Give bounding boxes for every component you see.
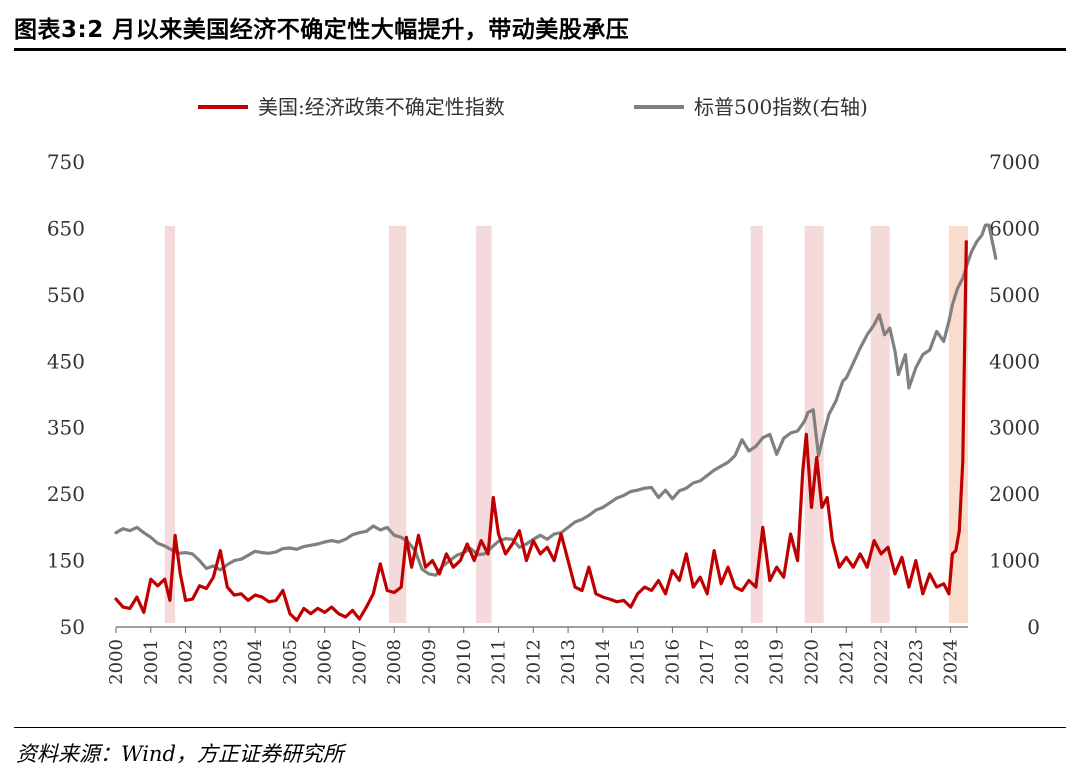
source-note: 资料来源：Wind，方正证券研究所: [16, 742, 344, 766]
x-tick-label: 2016: [662, 639, 683, 685]
y-right-tick-label: 5000: [989, 283, 1040, 307]
x-tick-label: 2004: [245, 639, 266, 685]
x-tick-label: 2018: [732, 639, 753, 685]
shaded-period: [475, 226, 492, 623]
y-left-tick-label: 50: [60, 615, 85, 639]
axes: 50 150 250 350 450 550 650 750 0 1000 2000 3000 4000…: [47, 150, 1040, 685]
legend-label-epu: 美国:经济政策不确定性指数: [258, 95, 505, 119]
x-tick-label: 2010: [454, 639, 475, 685]
shaded-period: [750, 226, 763, 623]
x-tick-label: 2022: [871, 639, 892, 685]
y-left-tick-label: 550: [47, 283, 85, 307]
y-left-tick-label: 250: [47, 482, 85, 506]
y-right-tick-label: 2000: [989, 482, 1040, 506]
y-left-tick-label: 750: [47, 150, 85, 174]
y-right-tick-label: 0: [1027, 615, 1040, 639]
shaded-periods: [164, 226, 968, 623]
x-tick-label: 2012: [523, 639, 544, 685]
shaded-period: [164, 226, 176, 623]
series-line-epu: [114, 240, 968, 623]
x-tick-label: 2009: [419, 639, 440, 685]
legend-label-sp500: 标普500指数(右轴): [694, 95, 868, 119]
y-right-tick-label: 7000: [989, 150, 1040, 174]
x-tick-label: 2015: [628, 639, 649, 685]
x-tick-label: 2005: [280, 639, 301, 685]
x-tick-label: 2024: [941, 639, 962, 685]
y-right-tick-label: 3000: [989, 416, 1040, 440]
y-left-tick-label: 150: [47, 549, 85, 573]
y-left-tick-label: 450: [47, 349, 85, 373]
x-tick-label: 2003: [210, 639, 231, 685]
shaded-period: [948, 226, 968, 623]
x-tick-label: 2020: [802, 639, 823, 685]
x-tick-label: 2013: [558, 639, 579, 685]
series-lines: [114, 223, 998, 623]
y-right-tick-label: 6000: [989, 216, 1040, 240]
shaded-period: [388, 226, 407, 623]
y-right-tick-label: 4000: [989, 349, 1040, 373]
source-rule: [14, 727, 1066, 728]
x-tick-label: 2001: [141, 639, 162, 685]
x-tick-label: 2017: [697, 639, 718, 685]
x-tick-label: 2002: [176, 639, 197, 685]
x-tick-label: 2021: [836, 639, 857, 685]
x-tick-label: 2019: [767, 639, 788, 685]
series-line-sp500: [114, 223, 998, 577]
x-tick-label: 2023: [906, 639, 927, 685]
y-left-tick-label: 350: [47, 416, 85, 440]
x-tick-label: 2000: [106, 639, 127, 685]
y-right-tick-label: 1000: [989, 549, 1040, 573]
x-tick-label: 2008: [384, 639, 405, 685]
x-tick-label: 2011: [489, 639, 510, 685]
figure-title: 图表3:2 月以来美国经济不确定性大幅提升，带动美股承压: [14, 17, 630, 43]
shaded-period: [870, 226, 890, 623]
x-tick-label: 2014: [593, 639, 614, 685]
x-tick-label: 2007: [349, 639, 370, 685]
y-left-tick-label: 650: [47, 216, 85, 240]
title-rule: [14, 48, 1066, 51]
x-tick-label: 2006: [315, 639, 336, 685]
legend: 美国:经济政策不确定性指数 标普500指数(右轴): [198, 95, 868, 119]
